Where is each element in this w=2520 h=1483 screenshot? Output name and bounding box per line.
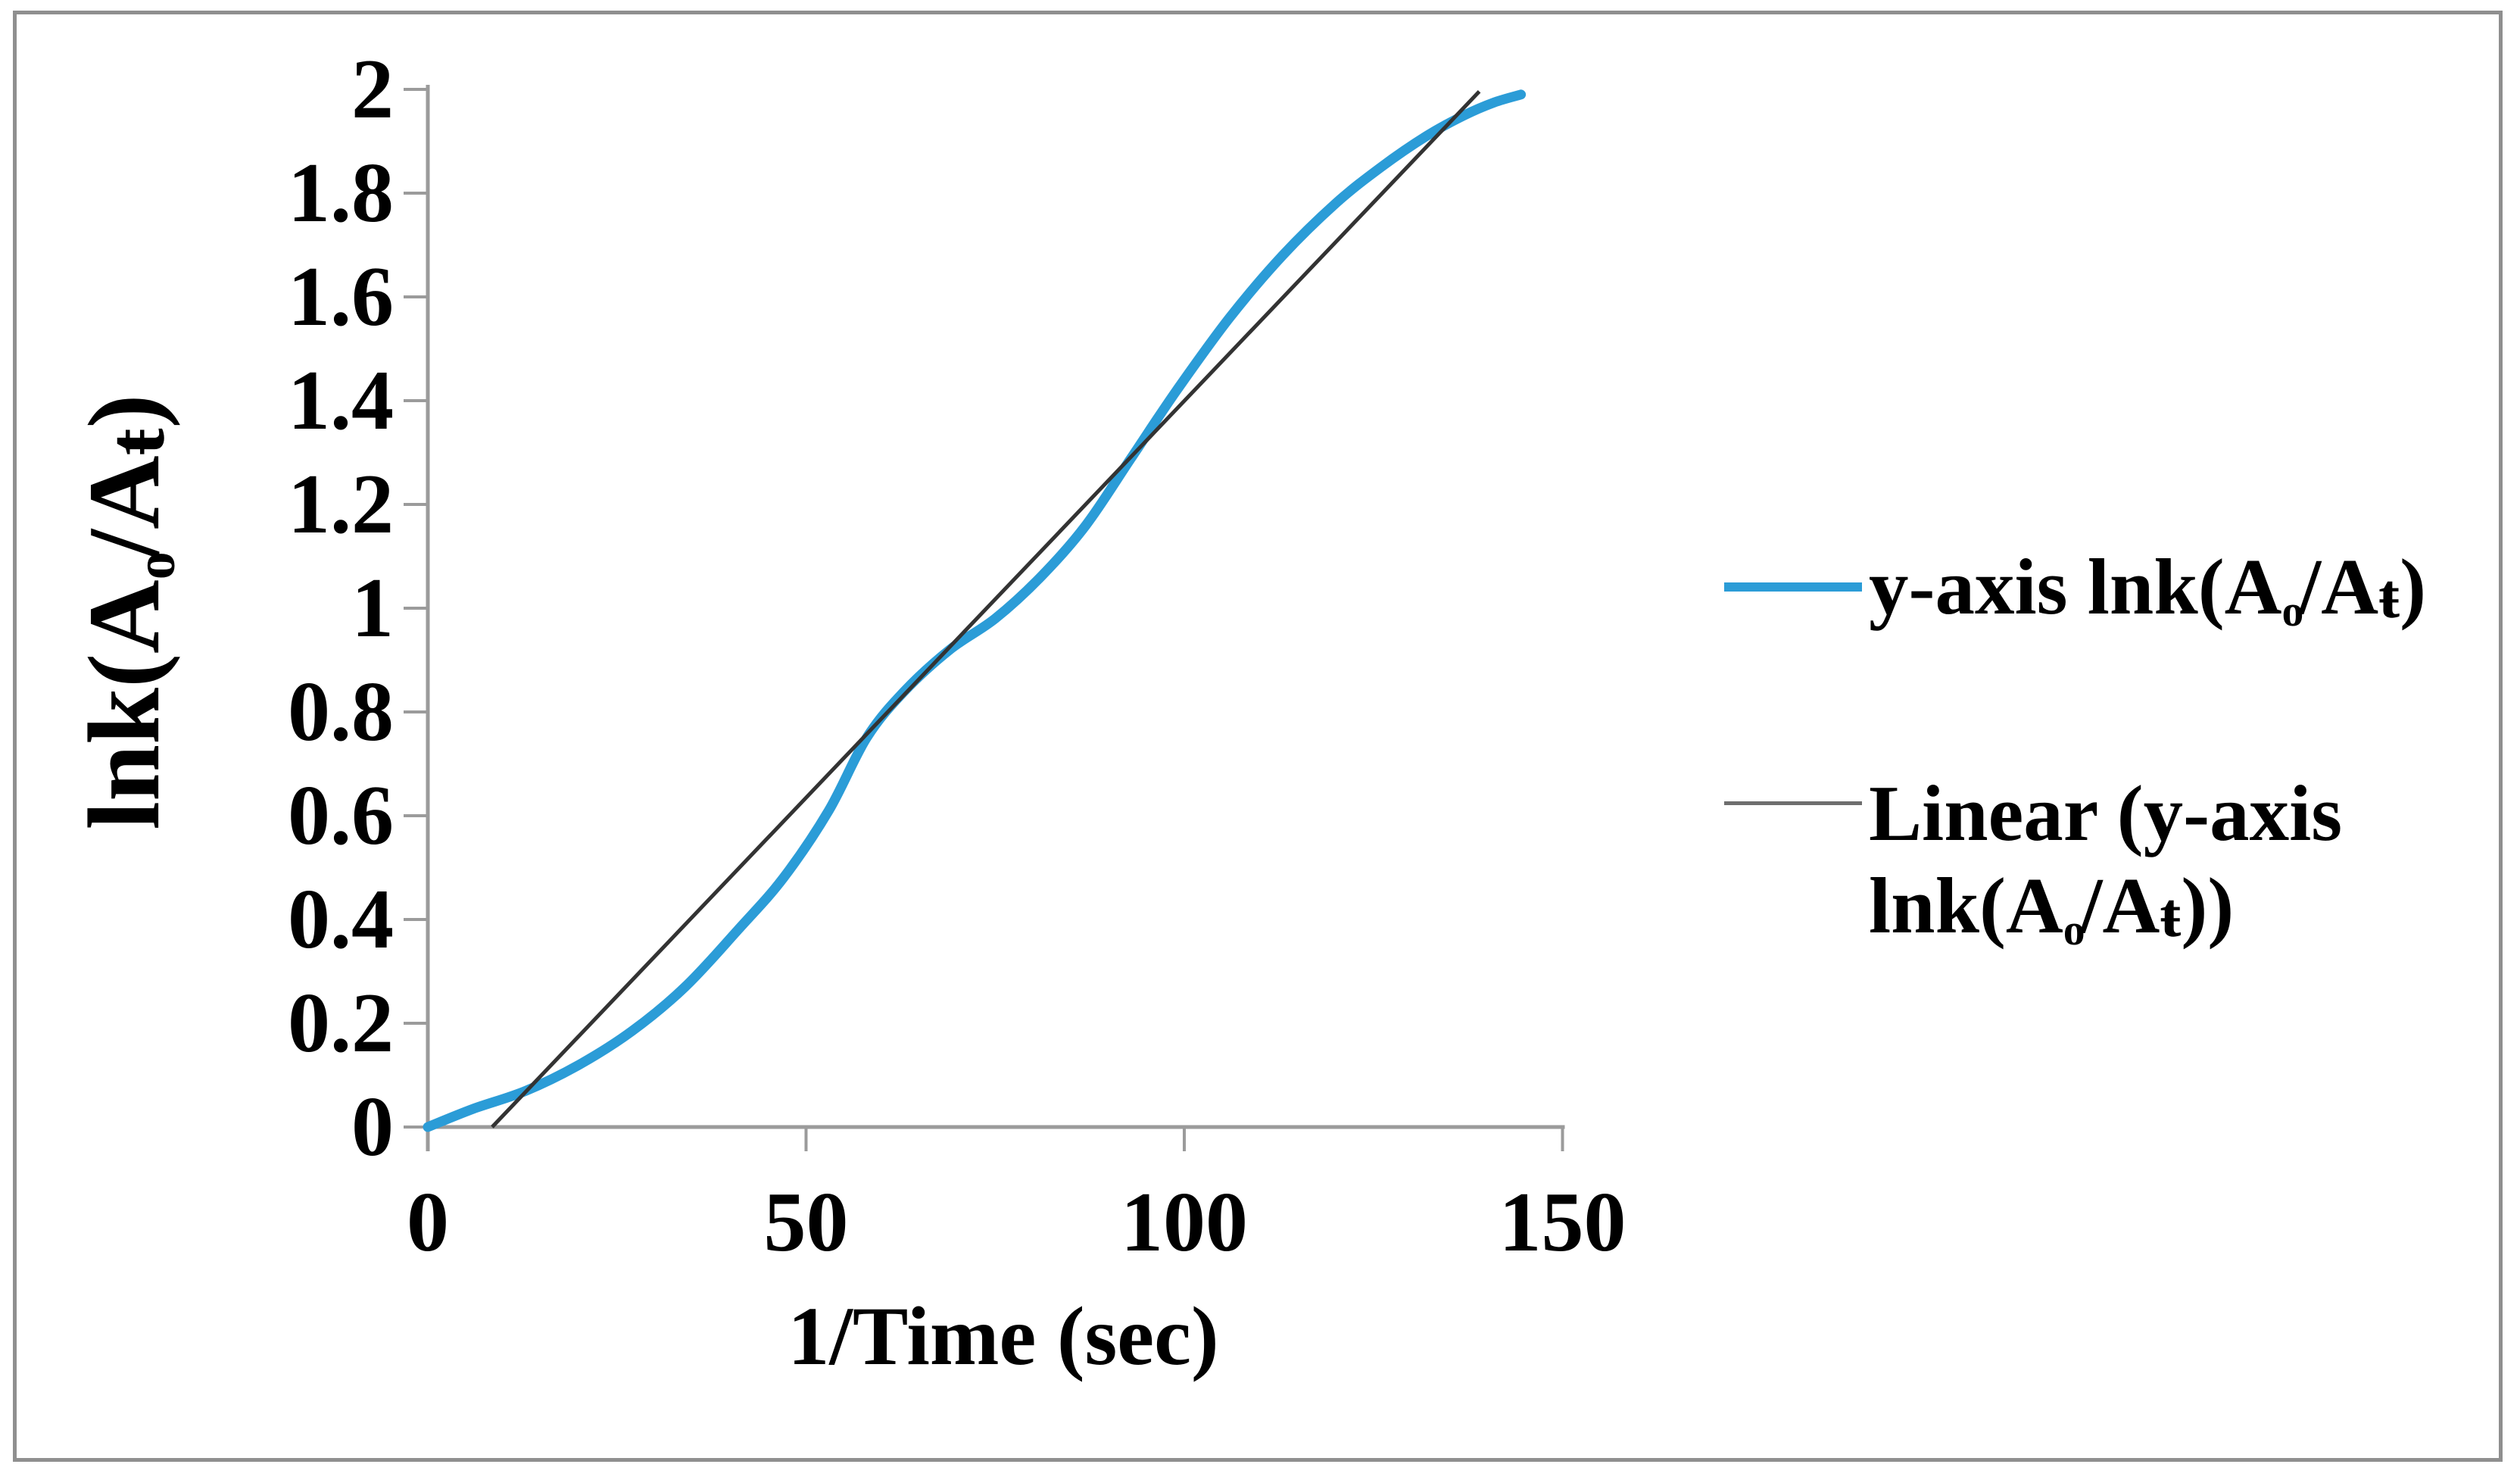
y-axis-title-text: lnk(A	[68, 579, 182, 830]
x-tick-label: 0	[407, 1175, 449, 1269]
y-tick-label: 0.8	[288, 665, 394, 759]
series-curve	[423, 89, 1527, 1132]
x-tick-label: 50	[763, 1175, 849, 1269]
y-axis-title-close: )	[68, 394, 182, 429]
y-tick-label: 0.6	[288, 769, 394, 863]
y-axis-title-subscript-t: ŧ	[91, 428, 182, 456]
x-tick-label: 100	[1121, 1175, 1248, 1269]
y-axis-title-mid: /A	[68, 455, 182, 558]
y-tick-label: 0	[351, 1080, 394, 1174]
x-tick-label: 150	[1499, 1175, 1626, 1269]
y-tick-label: 1.2	[288, 457, 394, 551]
y-tick-label: 1.8	[288, 146, 394, 240]
x-axis-title: 1/Time (sec)	[788, 1290, 1219, 1382]
y-tick-label: 1	[351, 561, 394, 655]
y-tick-label: 2	[351, 42, 394, 136]
y-tick-label: 0.4	[288, 873, 394, 966]
trendline	[491, 90, 1481, 1129]
y-tick-label: 1.4	[288, 354, 394, 448]
y-tick-label: 0.2	[288, 976, 394, 1070]
y-axis-title: lnk(Ao/Aŧ)	[66, 394, 189, 829]
y-tick-label: 1.6	[288, 250, 394, 344]
